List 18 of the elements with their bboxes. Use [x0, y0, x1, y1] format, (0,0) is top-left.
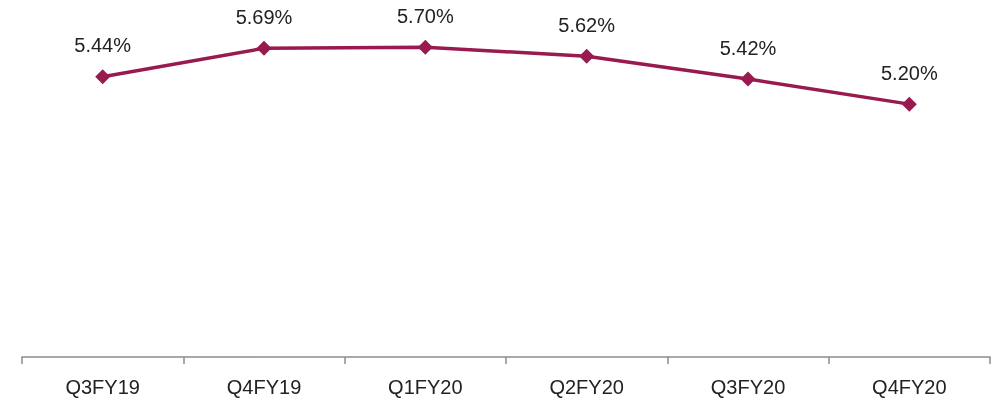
data-label: 5.62% — [558, 13, 616, 36]
x-tick-label: Q1FY20 — [388, 376, 463, 398]
point — [579, 48, 595, 64]
point — [740, 71, 756, 87]
point — [417, 39, 433, 55]
data-label: 5.20% — [880, 61, 938, 84]
data-label: 5.42% — [719, 36, 777, 59]
x-tick-label: Q2FY20 — [549, 376, 624, 398]
point — [95, 69, 111, 85]
point — [256, 40, 272, 56]
x-tick-label: Q4FY20 — [872, 376, 947, 398]
data-label: 5.69% — [235, 5, 293, 28]
point — [901, 96, 917, 112]
x-tick-label: Q3FY19 — [65, 376, 140, 398]
data-label: 5.70% — [396, 4, 454, 27]
x-tick-label: Q4FY19 — [226, 376, 302, 398]
x-tick-label: Q3FY20 — [710, 376, 786, 398]
data-label: 5.44% — [74, 34, 132, 57]
